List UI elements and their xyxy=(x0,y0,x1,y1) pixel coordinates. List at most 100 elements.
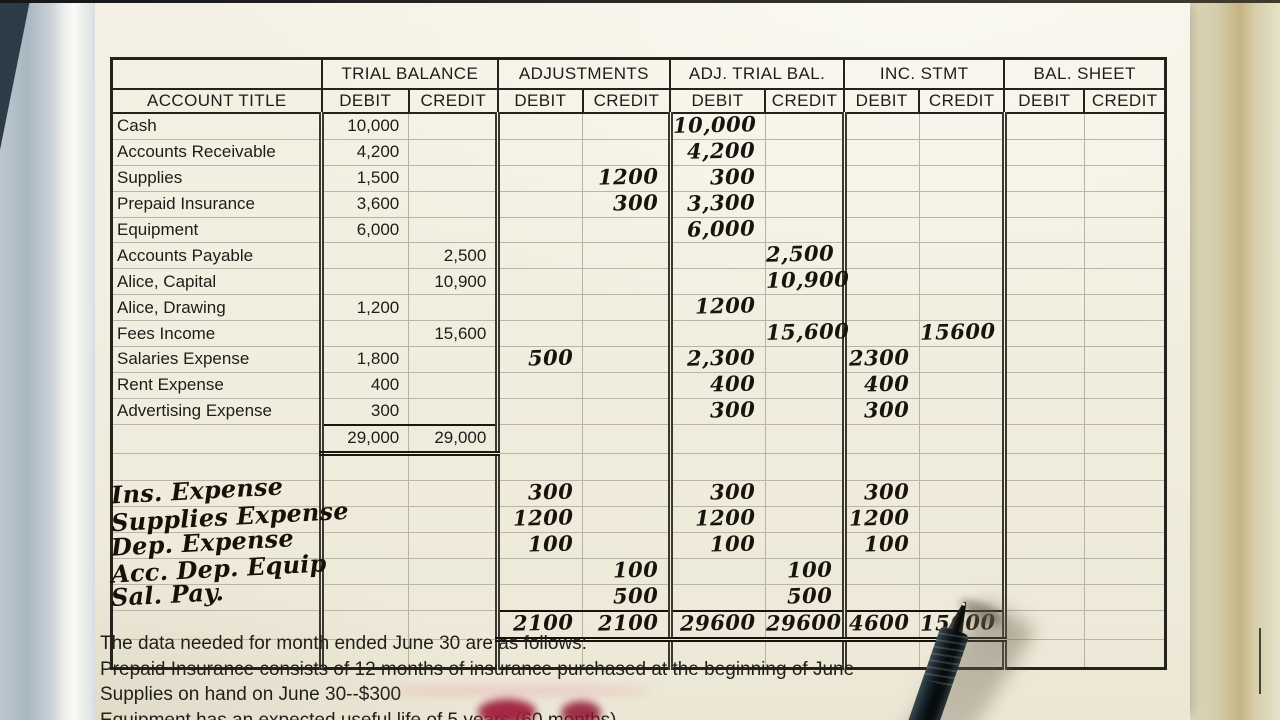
cell-tb-c: 29,000 xyxy=(408,423,499,456)
cell-inc-c xyxy=(919,372,1005,399)
table-row: Dep. Expense 100 100 100 xyxy=(110,523,1167,562)
cell-inc-d: 300 xyxy=(841,478,920,508)
table-row: Equipment 6,000 6,000 xyxy=(111,214,1167,244)
group-header-adjustments: ADJUSTMENTS xyxy=(496,57,672,90)
cell-tb-d xyxy=(319,480,410,508)
cell-value: 100 xyxy=(612,556,659,583)
table-row: Supplies 1,500 1200 300 xyxy=(111,163,1167,192)
account-title-cell: Accounts Payable xyxy=(111,242,323,270)
account-title-header: ACCOUNT TITLE xyxy=(110,88,323,114)
table-edge-remnant-line xyxy=(1259,628,1261,694)
account-title-cell: Dep. Expense xyxy=(110,523,323,562)
cell-atb-c xyxy=(765,480,845,508)
cell-atb-c xyxy=(765,424,845,454)
account-title-cell: Supplies Expense xyxy=(110,496,349,537)
cell-inc-d xyxy=(841,584,920,612)
cell-value: 500 xyxy=(527,344,574,371)
cell-value: 300 xyxy=(864,478,910,505)
cell-bal-c xyxy=(1084,217,1167,244)
cell-atb-d: 100 xyxy=(667,530,766,560)
account-title: Alice, Capital xyxy=(117,271,217,291)
cell-tb-d: 3,600 xyxy=(319,191,410,218)
cell-value: 3,600 xyxy=(356,194,400,214)
table-row: Supplies Expense 1200 1200 1200 xyxy=(110,496,1167,538)
cell-inc-c xyxy=(919,191,1005,218)
table-row: Cash 10,000 10,000 xyxy=(111,111,1167,140)
cell-bal-c xyxy=(1084,506,1167,534)
cell-atb-c xyxy=(765,398,845,426)
cell-tb-c xyxy=(408,453,499,482)
group-header-inc-stmt: INC. STMT xyxy=(843,57,1006,90)
cell-bal-c xyxy=(1084,639,1167,669)
worksheet-body: Cash 10,000 10,000 Accounts Receivable 4,200… xyxy=(110,111,1167,669)
cell-value: 6,000 xyxy=(687,214,756,242)
cell-value: 300 xyxy=(709,163,756,190)
cell-adj-d xyxy=(495,398,584,426)
cell-adj-d xyxy=(495,139,584,166)
account-title-cell: Ins. Expense xyxy=(110,472,323,510)
cell-atb-d xyxy=(667,242,766,270)
cell-value: 100 xyxy=(709,530,756,557)
cell-value: 400 xyxy=(864,370,910,397)
cell-bal-d xyxy=(1001,372,1085,399)
cell-adj-d xyxy=(495,294,584,322)
cell-bal-d xyxy=(1001,139,1085,166)
cell-bal-c xyxy=(1084,372,1167,399)
cell-atb-d: 1200 xyxy=(667,292,766,322)
cell-tb-c xyxy=(408,480,499,508)
cell-tb-c xyxy=(408,584,499,612)
cell-adj-c xyxy=(582,480,671,508)
account-title-cell: Salaries Expense xyxy=(111,346,323,373)
cell-value: 29600 xyxy=(765,609,842,636)
cell-adj-c xyxy=(582,453,671,482)
cell-value: 1200 xyxy=(694,292,756,319)
cell-bal-c xyxy=(1084,346,1167,373)
cell-inc-d: 1200 xyxy=(841,505,920,534)
cell-atb-d xyxy=(667,268,766,296)
cell-bal-c xyxy=(1084,242,1167,270)
cell-adj-d xyxy=(495,165,584,192)
cell-bal-d xyxy=(1001,294,1085,322)
account-title: Supplies xyxy=(117,168,183,188)
cell-value: 10,000 xyxy=(672,111,757,138)
account-title: Rent Expense xyxy=(117,375,224,395)
bal-credit-header: CREDIT xyxy=(1083,88,1167,114)
note-line: The data needed for month ended June 30 … xyxy=(100,633,587,654)
cell-tb-c xyxy=(408,346,499,373)
cell-value: 15,600 xyxy=(434,323,487,343)
cell-bal-c xyxy=(1084,294,1167,322)
cell-bal-d xyxy=(1001,639,1085,669)
cell-value: 2,500 xyxy=(765,240,835,268)
cell-value: 500 xyxy=(787,582,833,609)
cell-inc-c xyxy=(919,139,1005,166)
cell-value: 300 xyxy=(370,401,400,421)
cell-adj-c xyxy=(582,639,671,669)
cell-atb-d: 4,200 xyxy=(667,137,766,166)
account-title-cell: Alice, Capital xyxy=(111,268,323,296)
cell-tb-d: 1,500 xyxy=(319,165,410,192)
cell-adj-d xyxy=(495,242,584,270)
cell-tb-d xyxy=(319,532,410,560)
note-line: Equipment has an expected useful life of… xyxy=(100,709,617,720)
account-title-cell: Advertising Expense xyxy=(111,398,323,426)
account-title-cell: Cash xyxy=(111,113,323,140)
cell-bal-d xyxy=(1001,584,1085,612)
cell-atb-c xyxy=(765,639,845,669)
cell-atb-c xyxy=(765,191,845,218)
cell-value: 2100 xyxy=(597,609,659,636)
cell-tb-c: 10,900 xyxy=(408,268,499,296)
account-title-cell: Fees Income xyxy=(111,320,323,348)
cell-tb-c: 15,600 xyxy=(408,320,499,348)
cell-tb-d: 400 xyxy=(319,372,410,399)
cell-bal-c xyxy=(1084,480,1167,508)
account-title-cell: Prepaid Insurance xyxy=(111,191,323,218)
tb-credit-header: CREDIT xyxy=(407,88,499,114)
table-row: Salaries Expense 1,800 500 2,300 2300 xyxy=(111,344,1167,373)
cell-bal-c xyxy=(1084,453,1167,482)
cell-tb-d xyxy=(319,639,410,669)
cell-value: 300 xyxy=(527,478,574,505)
cell-inc-d xyxy=(841,139,920,166)
cell-value: 6,000 xyxy=(356,220,400,239)
cell-tb-d: 1,800 xyxy=(319,346,410,373)
cell-bal-d xyxy=(1001,165,1085,192)
